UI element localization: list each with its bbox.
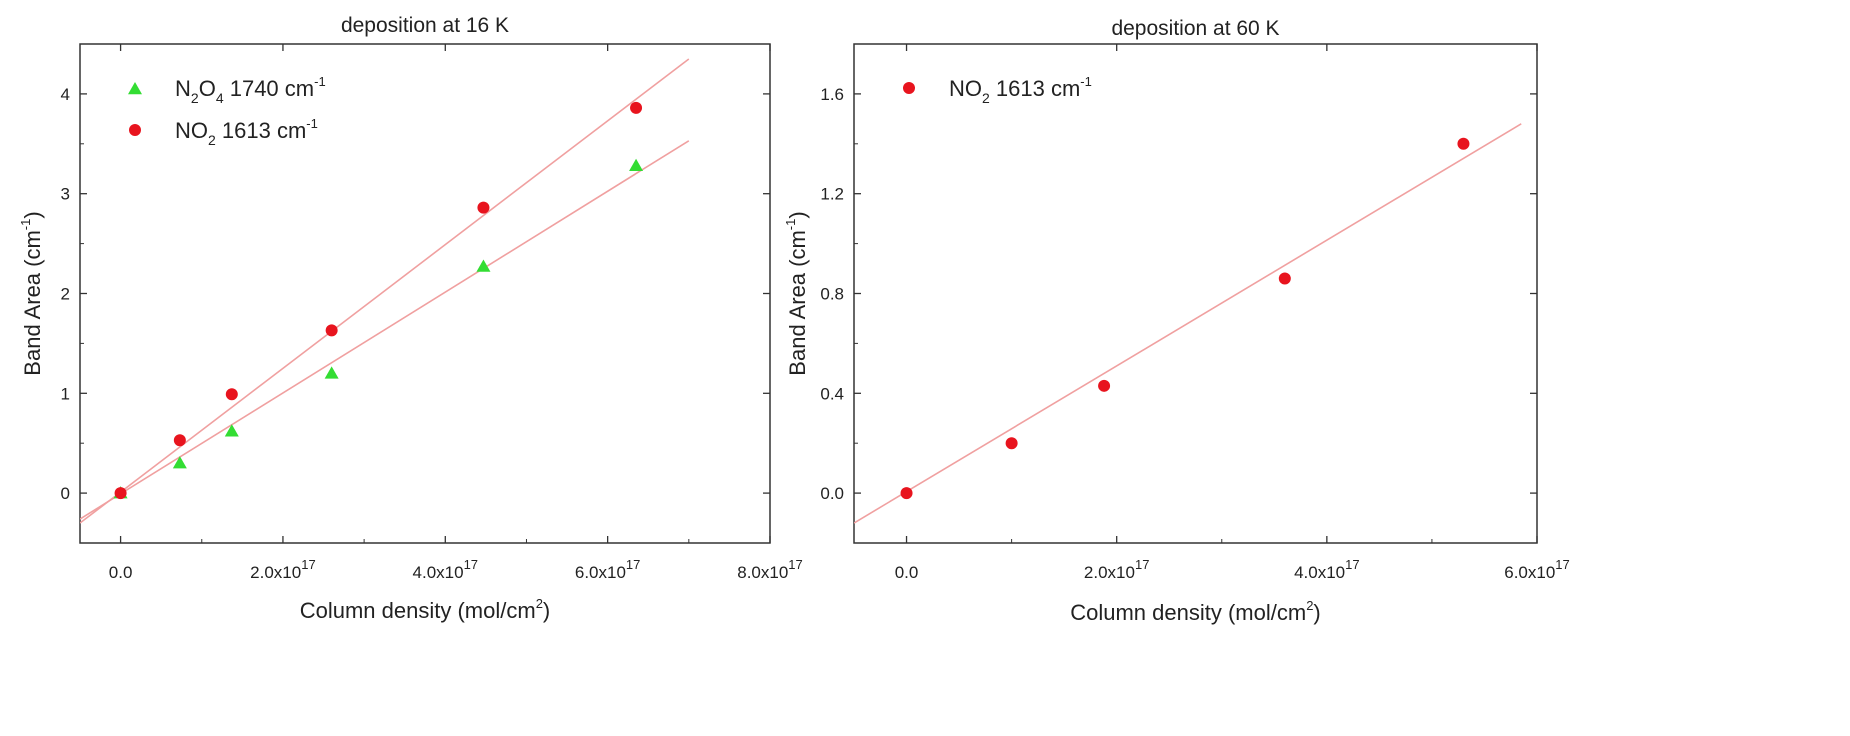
- fit-line: [80, 140, 690, 520]
- chart-panel-60K: deposition at 60 K 0.0 2.0x1017 4.0x1017 6.0…: [783, 17, 1570, 625]
- x-tick-label: 2.0x1017: [250, 557, 316, 582]
- data-point-triangle: [224, 424, 239, 437]
- y-tick-label: 0.8: [820, 285, 844, 304]
- data-point-circle: [225, 388, 238, 401]
- legend-marker-circle: [903, 82, 915, 94]
- y-axis-label: Band Area (cm-1): [783, 211, 810, 375]
- legend-marker-circle: [129, 124, 141, 136]
- chart-panel-16K: deposition at 16 K 0.0 2.0x1017 4.0x1017 6.0…: [18, 14, 803, 623]
- x-tick-label: 8.0x1017: [737, 557, 803, 582]
- y-tick-label: 0.0: [820, 484, 844, 503]
- y-tick-label: 0: [61, 484, 70, 503]
- legend-marker-triangle: [128, 82, 142, 95]
- fit-line: [854, 123, 1522, 524]
- data-point-circle: [900, 487, 913, 500]
- data-point-circle: [1005, 437, 1018, 450]
- legend-label: NO2 1613 cm-1: [949, 74, 1092, 106]
- x-tick-label: 4.0x1017: [413, 557, 479, 582]
- legend-label: N2O4 1740 cm-1: [175, 74, 326, 106]
- y-tick-label: 2: [61, 285, 70, 304]
- x-tick-label: 2.0x1017: [1084, 557, 1150, 582]
- data-point-triangle: [172, 456, 187, 469]
- x-axis-label: Column density (mol/cm2): [300, 596, 551, 623]
- data-point-circle: [1278, 272, 1291, 285]
- data-point-circle: [325, 324, 338, 337]
- data-point-circle: [1457, 137, 1470, 150]
- y-tick-label: 4: [61, 85, 70, 104]
- chart-title: deposition at 60 K: [1111, 17, 1279, 40]
- y-tick-label: 1.2: [820, 185, 844, 204]
- plot-frame: [853, 43, 1538, 544]
- data-point-circle: [630, 101, 643, 114]
- fit-line: [80, 58, 690, 524]
- x-tick-label: 4.0x1017: [1294, 557, 1360, 582]
- legend-label: NO2 1613 cm-1: [175, 116, 318, 148]
- data-point-circle: [477, 201, 490, 214]
- y-axis-label: Band Area (cm-1): [18, 211, 45, 375]
- x-tick-label: 0.0: [109, 563, 133, 582]
- y-tick-label: 0.4: [820, 384, 844, 403]
- data-point-circle: [173, 434, 186, 447]
- data-point-triangle: [324, 366, 339, 379]
- data-point-circle: [114, 487, 127, 500]
- x-tick-label: 6.0x1017: [1504, 557, 1570, 582]
- data-point-triangle: [476, 259, 491, 272]
- y-tick-label: 1.6: [820, 85, 844, 104]
- y-tick-label: 3: [61, 185, 70, 204]
- y-tick-label: 1: [61, 384, 70, 403]
- data-point-triangle: [629, 158, 644, 172]
- x-tick-label: 0.0: [895, 563, 919, 582]
- data-point-circle: [1098, 379, 1111, 392]
- chart-title: deposition at 16 K: [341, 14, 509, 37]
- x-axis-label: Column density (mol/cm2): [1070, 598, 1321, 625]
- x-tick-label: 6.0x1017: [575, 557, 641, 582]
